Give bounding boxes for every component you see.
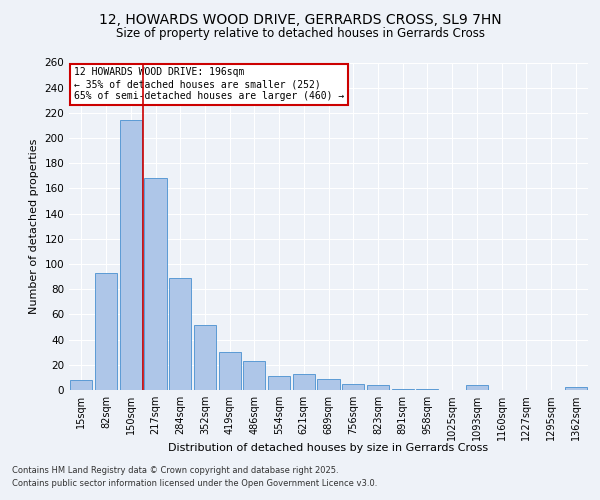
Bar	[95, 273, 117, 390]
Y-axis label: Number of detached properties: Number of detached properties	[29, 138, 39, 314]
Text: 12, HOWARDS WOOD DRIVE, GERRARDS CROSS, SL9 7HN: 12, HOWARDS WOOD DRIVE, GERRARDS CROSS, …	[98, 12, 502, 26]
Text: Size of property relative to detached houses in Gerrards Cross: Size of property relative to detached ho…	[115, 28, 485, 40]
Bar	[293, 374, 315, 390]
Bar	[70, 380, 92, 390]
Bar	[466, 385, 488, 390]
Text: 12 HOWARDS WOOD DRIVE: 196sqm
← 35% of detached houses are smaller (252)
65% of : 12 HOWARDS WOOD DRIVE: 196sqm ← 35% of d…	[74, 68, 344, 100]
Bar	[416, 388, 439, 390]
Bar	[218, 352, 241, 390]
Bar	[367, 385, 389, 390]
Bar	[169, 278, 191, 390]
Bar	[119, 120, 142, 390]
Bar	[194, 324, 216, 390]
Bar	[317, 378, 340, 390]
X-axis label: Distribution of detached houses by size in Gerrards Cross: Distribution of detached houses by size …	[169, 444, 488, 454]
Bar	[565, 388, 587, 390]
Text: Contains HM Land Registry data © Crown copyright and database right 2025.
Contai: Contains HM Land Registry data © Crown c…	[12, 466, 377, 487]
Bar	[268, 376, 290, 390]
Bar	[392, 388, 414, 390]
Bar	[145, 178, 167, 390]
Bar	[342, 384, 364, 390]
Bar	[243, 361, 265, 390]
